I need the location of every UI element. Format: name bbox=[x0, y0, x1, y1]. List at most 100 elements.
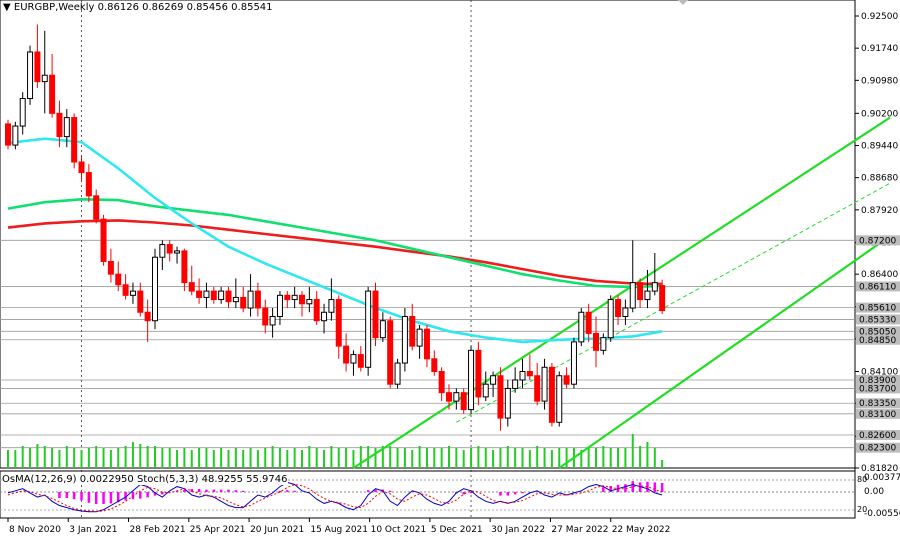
candle-body bbox=[247, 290, 254, 309]
level-label: 0.85330 bbox=[859, 315, 896, 325]
candle-body bbox=[276, 294, 283, 317]
candle-body bbox=[541, 366, 548, 402]
candle-body bbox=[593, 332, 599, 351]
level-label: 0.86110 bbox=[859, 282, 896, 292]
candle-body bbox=[166, 244, 173, 254]
price-tick-label: 0.84100 bbox=[861, 368, 898, 378]
ema-slow-line bbox=[7, 219, 663, 286]
candle-body bbox=[122, 284, 129, 296]
candle-body bbox=[63, 117, 70, 138]
candle-body bbox=[416, 328, 423, 347]
stoch-main-line bbox=[7, 481, 663, 513]
candle-body bbox=[519, 371, 526, 381]
candle-body bbox=[181, 250, 188, 284]
candle-body bbox=[615, 299, 622, 317]
level-label: 0.83100 bbox=[859, 410, 896, 420]
chart-header: ▼ EURGBP,Weekly 0.86126 0.86269 0.85456 … bbox=[3, 2, 273, 13]
time-tick-label: 10 Oct 2021 bbox=[371, 525, 427, 535]
candle-body bbox=[71, 117, 78, 163]
candle-body bbox=[240, 296, 247, 309]
stoch-level-label: 20 bbox=[857, 505, 867, 514]
level-label: 0.83350 bbox=[859, 399, 896, 409]
channel-line[interactable] bbox=[558, 235, 891, 469]
level-label-box bbox=[856, 235, 900, 246]
level-label-box bbox=[856, 302, 900, 313]
candle-body bbox=[196, 290, 203, 298]
candle-body bbox=[78, 161, 85, 174]
channel-line[interactable] bbox=[456, 182, 891, 423]
candle-body bbox=[570, 341, 577, 385]
stoch-signal-line bbox=[7, 483, 663, 512]
candle-body bbox=[210, 290, 217, 301]
price-tick-label: 0.90980 bbox=[861, 76, 898, 86]
candle-body bbox=[438, 371, 445, 394]
price-tick-label: 0.86400 bbox=[861, 270, 898, 280]
osc-axis-label: 0.003771 bbox=[864, 473, 900, 483]
candle-body bbox=[475, 349, 482, 398]
candle-body bbox=[100, 218, 107, 262]
candle-body bbox=[622, 307, 629, 317]
candle-body bbox=[637, 282, 644, 301]
candle-body bbox=[284, 294, 291, 301]
candle-body bbox=[269, 315, 276, 326]
candle-body bbox=[651, 282, 658, 292]
candle-body bbox=[93, 195, 100, 220]
candle-body bbox=[431, 358, 438, 373]
candle-body bbox=[218, 290, 225, 301]
collapse-arrow-icon[interactable]: ▼ bbox=[3, 2, 11, 13]
candle-body bbox=[548, 366, 555, 423]
candle-body bbox=[659, 285, 666, 312]
level-label-box bbox=[856, 442, 900, 453]
oscillator-header: OsMA(12,26,9) 0.0022950 Stoch(5,3,3) 48.… bbox=[2, 474, 288, 485]
candle-body bbox=[107, 260, 114, 275]
candle-body bbox=[578, 311, 585, 343]
candle-body bbox=[365, 290, 372, 368]
level-label: 0.84850 bbox=[859, 336, 896, 346]
price-tick-label: 0.92500 bbox=[861, 12, 898, 22]
candle-body bbox=[468, 349, 475, 411]
stoch-label: Stoch(5,3,3) 48.9255 55.9746 bbox=[136, 474, 288, 485]
candle-body bbox=[350, 354, 357, 364]
time-tick-label: 15 Aug 2021 bbox=[310, 525, 368, 535]
candle-body bbox=[482, 383, 489, 398]
ema-fast-line bbox=[7, 137, 663, 344]
candle-body bbox=[526, 371, 533, 377]
candle-body bbox=[600, 337, 607, 351]
candle-body bbox=[387, 320, 394, 385]
symbol-label: EURGBP,Weekly bbox=[13, 2, 95, 13]
candle-body bbox=[504, 387, 511, 419]
candle-body bbox=[394, 362, 401, 385]
price-tick-label: 0.88680 bbox=[861, 174, 898, 184]
candle-body bbox=[115, 273, 122, 286]
time-tick-label: 27 Mar 2022 bbox=[551, 525, 608, 535]
candle-body bbox=[607, 299, 614, 339]
channel-line[interactable] bbox=[352, 116, 891, 469]
candle-body bbox=[343, 345, 350, 364]
shift-marker-icon[interactable] bbox=[678, 0, 688, 5]
level-label-box bbox=[856, 429, 900, 440]
candle-body bbox=[401, 315, 408, 364]
candle-body bbox=[512, 379, 519, 389]
level-label-box bbox=[856, 374, 900, 385]
level-label: 0.85050 bbox=[859, 327, 896, 337]
candle-body bbox=[446, 392, 452, 402]
candle-body bbox=[357, 354, 364, 368]
ema-mid-line bbox=[7, 197, 663, 289]
level-label: 0.82300 bbox=[859, 444, 896, 454]
price-tick-label: 0.89440 bbox=[861, 142, 898, 152]
candle-body bbox=[19, 98, 26, 127]
candle-body bbox=[56, 112, 63, 138]
candle-body bbox=[563, 375, 570, 385]
candle-body bbox=[203, 290, 210, 298]
candle-body bbox=[629, 282, 636, 309]
candle-body bbox=[585, 311, 592, 334]
candle-body bbox=[41, 74, 48, 83]
candle-body bbox=[129, 290, 136, 296]
level-label-box bbox=[856, 334, 900, 345]
price-tick-label: 0.91740 bbox=[861, 44, 898, 54]
candle-body bbox=[144, 311, 151, 322]
level-label-box bbox=[856, 398, 900, 409]
ohlc-values: 0.86126 0.86269 0.85456 0.85541 bbox=[97, 2, 273, 13]
